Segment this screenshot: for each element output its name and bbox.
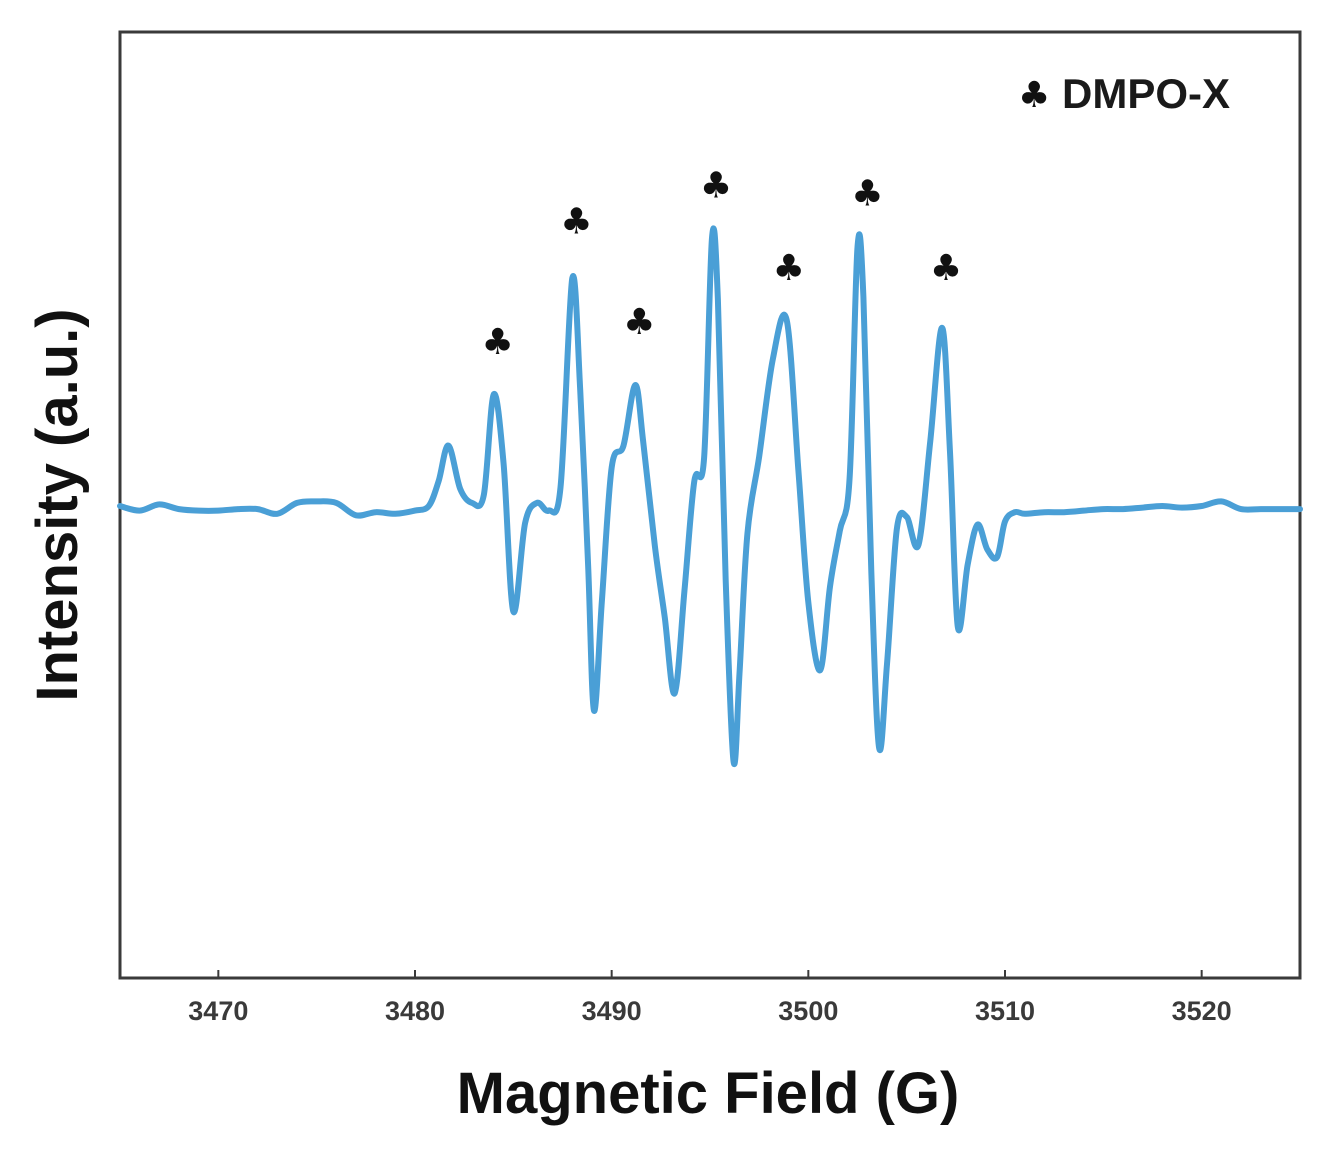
peak-club-marker: ♣: [930, 248, 962, 289]
peak-club-marker: ♣: [773, 248, 805, 289]
x-tick-label: 3490: [582, 996, 642, 1026]
legend-club-icon: ♣: [1018, 75, 1050, 116]
x-tick-label: 3510: [975, 996, 1035, 1026]
spectrum-line: [117, 225, 1303, 768]
x-axis-ticks: 3470 3480 3490 3500 3510 3520: [188, 970, 1232, 1026]
peak-club-marker: ♣: [700, 166, 732, 207]
y-axis-label: Intensity (a.u.): [25, 308, 90, 701]
x-axis-label: Magnetic Field (G): [457, 1061, 960, 1126]
legend-label: DMPO-X: [1062, 70, 1230, 117]
peak-club-marker: ♣: [482, 322, 514, 363]
x-tick-label: 3480: [385, 996, 445, 1026]
x-tick-label: 3470: [188, 996, 248, 1026]
x-tick-label: 3520: [1172, 996, 1232, 1026]
peak-markers: ♣ ♣ ♣ ♣ ♣ ♣ ♣: [482, 166, 963, 364]
legend: ♣ DMPO-X: [1018, 70, 1230, 117]
x-tick-label: 3500: [778, 996, 838, 1026]
peak-club-marker: ♣: [560, 201, 592, 242]
peak-club-marker: ♣: [851, 173, 883, 214]
peak-club-marker: ♣: [623, 302, 655, 343]
